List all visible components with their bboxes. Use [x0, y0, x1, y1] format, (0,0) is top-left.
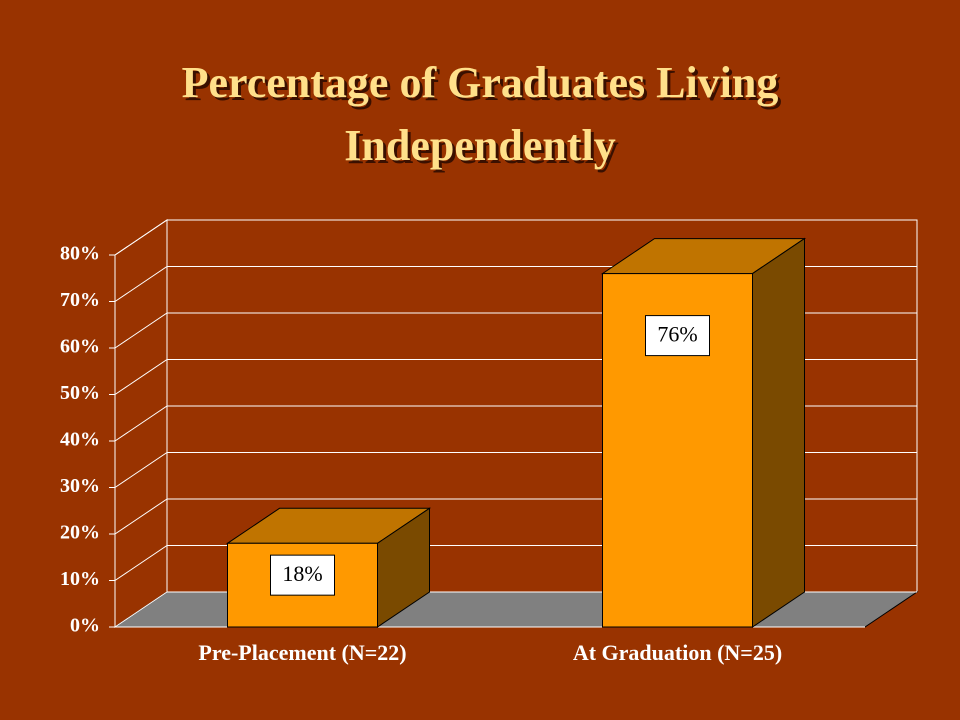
- grid-line: [114, 219, 917, 256]
- bar-side: [752, 237, 805, 628]
- y-tick-label: 10%: [60, 568, 100, 590]
- title-shadow: Independently: [347, 124, 618, 173]
- value-label: 76%: [657, 322, 697, 347]
- value-label: 18%: [282, 561, 322, 586]
- y-tick-label: 50%: [60, 382, 100, 404]
- y-tick-label: 40%: [60, 429, 100, 451]
- y-tick-label: 30%: [60, 475, 100, 497]
- y-tick-label: 20%: [60, 522, 100, 544]
- x-tick-label: Pre-Placement (N=22): [198, 640, 406, 665]
- y-tick-label: 0%: [70, 615, 100, 637]
- value-label-box: [270, 554, 335, 596]
- title-shadow: Percentage of Graduates Living: [185, 61, 782, 110]
- value-label-box: [645, 315, 710, 357]
- chart-title: Percentage of Graduates Living: [182, 58, 779, 107]
- title: Percentage of Graduates LivingPercentage…: [182, 58, 782, 173]
- x-tick-label: At Graduation (N=25): [573, 640, 782, 665]
- chart-title: Independently: [344, 121, 615, 170]
- y-tick-label: 80%: [60, 243, 100, 265]
- y-tick-label: 60%: [60, 336, 100, 358]
- y-tick-label: 70%: [60, 289, 100, 311]
